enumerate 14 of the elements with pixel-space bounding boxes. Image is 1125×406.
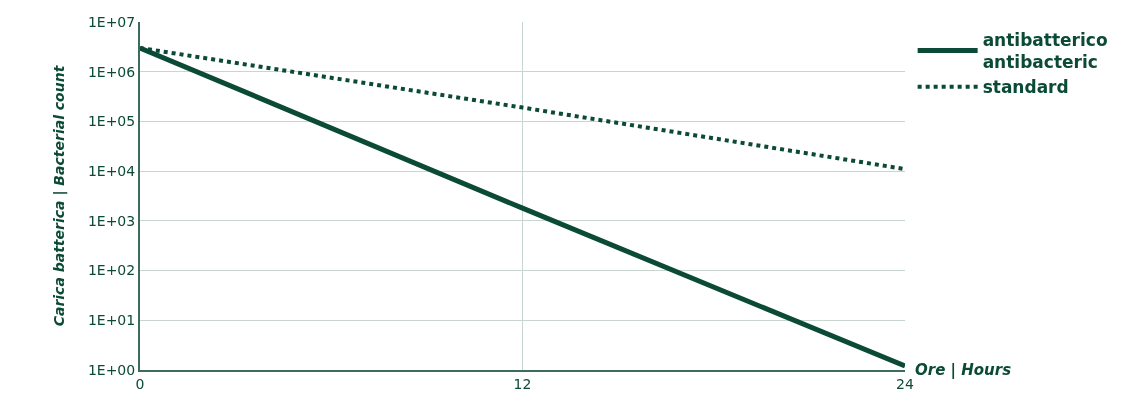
x-axis-title: Ore | Hours <box>915 361 1012 380</box>
y-tick-label: 1E+05 <box>87 113 136 130</box>
x-tick-label: 12 <box>513 375 532 392</box>
x-tick-label: 0 <box>135 375 145 392</box>
x-tick-label: 24 <box>896 375 914 392</box>
y-tick-label: 1E+03 <box>87 212 136 229</box>
legend-label: standard <box>982 77 1069 98</box>
y-tick-label: 1E+07 <box>87 13 136 30</box>
y-axis-title: Carica batterica | Bacterial count <box>50 64 68 327</box>
y-tick-label: 1E+06 <box>87 63 136 80</box>
y-tick-label: 1E+02 <box>87 262 136 279</box>
y-tick-label: 1E+04 <box>87 163 136 180</box>
y-tick-label: 1E+01 <box>87 312 136 329</box>
y-tick-label: 1E+00 <box>87 361 136 378</box>
